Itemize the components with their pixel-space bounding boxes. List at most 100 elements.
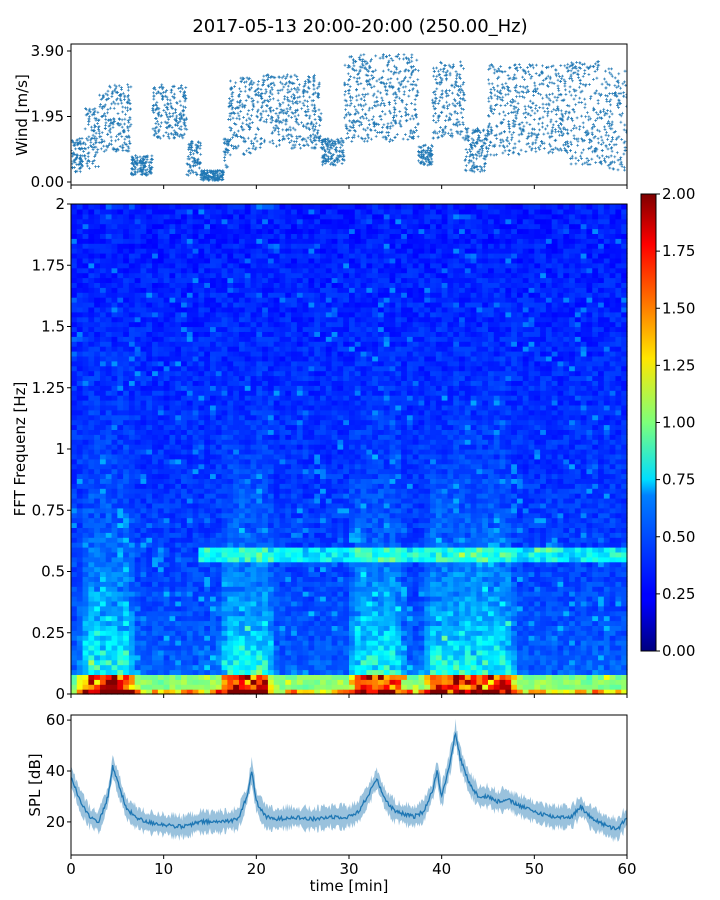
- spectrogram-cell: [77, 371, 83, 377]
- spectrogram-cell: [112, 322, 118, 328]
- spectrogram-cell: [94, 219, 100, 225]
- wind-point: [287, 88, 290, 91]
- spectrogram-cell: [88, 498, 94, 504]
- spectrogram-cell: [152, 248, 158, 254]
- wind-point: [374, 129, 377, 132]
- wind-point: [238, 115, 241, 118]
- spectrogram-cell: [152, 537, 158, 543]
- wind-point: [608, 71, 611, 74]
- spectrogram-cell: [158, 346, 164, 352]
- wind-point: [509, 66, 512, 69]
- spectrogram-cell: [135, 209, 141, 215]
- spectrogram-cell: [71, 292, 77, 298]
- wind-point: [411, 83, 414, 86]
- wind-point: [494, 134, 497, 137]
- wind-ylabel: Wind [m/s]: [13, 74, 31, 156]
- spectrogram-cell: [135, 322, 141, 328]
- spectrogram-cell: [100, 341, 106, 347]
- wind-point: [389, 125, 392, 128]
- spectrogram-cell: [106, 655, 112, 661]
- wind-point: [272, 97, 275, 100]
- spectrogram-cell: [146, 464, 152, 470]
- spectrogram-cell: [77, 229, 83, 235]
- spectrogram-cell: [141, 576, 147, 582]
- wind-point: [409, 118, 412, 121]
- spectrogram-cell: [146, 640, 152, 646]
- spectrogram-cell: [141, 400, 147, 406]
- wind-point: [410, 102, 413, 105]
- spectrogram-cell: [71, 209, 77, 215]
- wind-point: [257, 83, 260, 86]
- spectrogram-cell: [129, 415, 135, 421]
- spectrogram-cell: [158, 282, 164, 288]
- spectrogram-cell: [123, 229, 129, 235]
- spectrogram-cell: [123, 410, 129, 416]
- wind-point: [591, 132, 594, 135]
- spectrogram-cell: [106, 420, 112, 426]
- spectrogram-cell: [152, 513, 158, 519]
- wind-point: [183, 133, 186, 136]
- spectrogram-cell: [152, 366, 158, 372]
- wind-point: [622, 82, 625, 85]
- spectrogram-cell: [88, 518, 94, 524]
- spectrogram-cell: [135, 655, 141, 661]
- spectrogram-cell: [135, 660, 141, 666]
- spectrogram-cell: [112, 366, 118, 372]
- spectrogram-cell: [123, 660, 129, 666]
- spectrogram-cell: [94, 459, 100, 465]
- spectrogram-cell: [117, 356, 123, 362]
- spectrogram-cell: [94, 233, 100, 239]
- spectrogram-cell: [123, 233, 129, 239]
- wind-point: [542, 133, 545, 136]
- wind-point: [566, 63, 569, 66]
- wind-point: [366, 127, 369, 130]
- wind-point: [249, 122, 252, 125]
- spectrogram-cell: [123, 532, 129, 538]
- spectrogram-cell: [117, 390, 123, 396]
- spectrogram-cell: [146, 527, 152, 533]
- spectrogram-cell: [100, 425, 106, 431]
- spectrogram-cell: [106, 503, 112, 509]
- spectrogram-cell: [152, 601, 158, 607]
- spectrogram-cell: [158, 459, 164, 465]
- spectrogram-cell: [106, 591, 112, 597]
- wind-point: [451, 92, 454, 95]
- spectrogram-cell: [123, 645, 129, 651]
- spectrogram-cell: [83, 621, 89, 627]
- wind-point: [601, 83, 604, 86]
- spectrogram-cell: [135, 224, 141, 230]
- wind-point: [244, 85, 247, 88]
- spectrogram-cell: [141, 331, 147, 337]
- spectrogram-cell: [129, 356, 135, 362]
- spectrogram-cell: [146, 292, 152, 298]
- spectrogram-cell: [141, 532, 147, 538]
- spectrogram-cell: [112, 557, 118, 563]
- spectrogram-cell: [146, 248, 152, 254]
- wind-point: [557, 124, 560, 127]
- spectrogram-cell: [141, 376, 147, 382]
- wind-point: [462, 123, 465, 126]
- wind-point: [299, 147, 302, 150]
- spectrogram-cell: [117, 238, 123, 244]
- spectrogram-cell: [123, 655, 129, 661]
- spectrogram-cell: [164, 581, 170, 587]
- wind-point: [569, 157, 572, 160]
- wind-point: [555, 120, 558, 123]
- wind-point: [613, 144, 616, 147]
- spectrogram-cell: [146, 665, 152, 671]
- spectrogram-cell: [158, 576, 164, 582]
- wind-point: [606, 100, 609, 103]
- spectrogram-cell: [135, 214, 141, 220]
- spectrogram-cell: [88, 493, 94, 499]
- wind-point: [507, 93, 510, 96]
- spectrogram-cell: [158, 429, 164, 435]
- wind-point: [198, 167, 201, 170]
- wind-point: [87, 123, 90, 126]
- wind-point: [367, 93, 370, 96]
- spectrogram-cell: [146, 552, 152, 558]
- spectrogram-cell: [94, 483, 100, 489]
- wind-point: [620, 121, 623, 124]
- wind-point: [88, 117, 91, 120]
- spectrogram-cell: [106, 513, 112, 519]
- spectrogram-cell: [164, 611, 170, 617]
